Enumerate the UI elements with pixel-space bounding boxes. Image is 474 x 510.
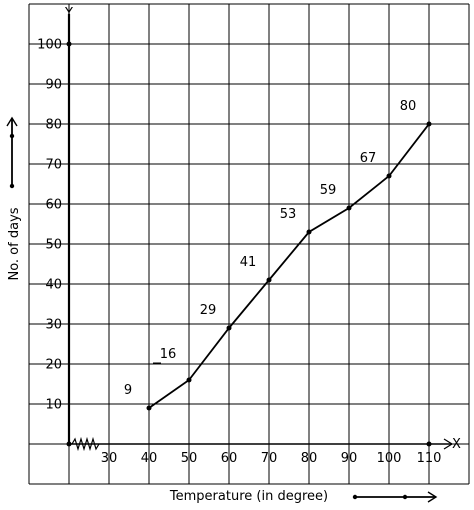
data-label: 16 <box>160 347 177 362</box>
x-tick-label: 60 <box>221 451 238 466</box>
x-tick-label: 90 <box>341 451 358 466</box>
x-tick-label: 50 <box>181 451 198 466</box>
y-tick-label: 90 <box>45 78 62 93</box>
data-point <box>186 377 192 383</box>
x-direction-dot <box>402 494 408 500</box>
data-point <box>346 205 352 211</box>
x-axis-letter: X <box>452 437 461 452</box>
y-direction-dot <box>9 183 15 189</box>
tick-labels: 10 20 30 40 50 60 70 80 90 100 30 40 50 60 70 80 90 100 11… <box>37 38 441 467</box>
data-point <box>426 121 432 127</box>
axes <box>62 14 454 452</box>
y-tick-label: 10 <box>45 398 62 413</box>
data-point <box>146 405 152 411</box>
y-tick-label: 40 <box>45 278 62 293</box>
y-tick-label: 50 <box>45 238 62 253</box>
x-axis-title: Temperature (in degree) <box>169 489 328 504</box>
x-direction-arrowhead <box>427 491 438 503</box>
y-tick-label: 60 <box>45 198 62 213</box>
y-tick-label: 70 <box>45 158 62 173</box>
data-point <box>266 277 272 283</box>
y-axis-title: No. of days <box>7 207 22 280</box>
direction-arrows <box>6 116 438 503</box>
x-axis-break-zigzag <box>71 436 100 452</box>
x-tick-label: 70 <box>261 451 278 466</box>
y-tick-label: 100 <box>37 38 62 53</box>
y-tick-label: 80 <box>45 118 62 133</box>
x-tick-label: 110 <box>417 451 442 466</box>
data-labels: 9 16 29 41 53 59 67 80 <box>124 99 416 398</box>
series <box>146 121 432 411</box>
origin-dot <box>66 441 72 447</box>
y-direction-dot <box>9 133 15 139</box>
data-label: 67 <box>360 151 377 166</box>
data-point <box>386 173 392 179</box>
y-direction-arrowhead <box>6 116 18 127</box>
data-point <box>306 229 312 235</box>
y-tick-label: 20 <box>45 358 62 373</box>
x-axis-end-dot <box>426 441 432 447</box>
axis-titles: Temperature (in degree) No. of days X Y <box>7 6 461 504</box>
y-axis-letter: Y <box>64 6 73 21</box>
x-tick-label: 30 <box>101 451 118 466</box>
x-tick-label: 100 <box>377 451 402 466</box>
x-axis-arrowhead <box>443 438 454 450</box>
x-direction-dot <box>352 494 358 500</box>
grid <box>28 3 470 485</box>
data-label: 41 <box>240 255 257 270</box>
data-point <box>226 325 232 331</box>
data-label: 9 <box>124 383 132 398</box>
data-label: 53 <box>280 207 297 222</box>
x-tick-label: 80 <box>301 451 318 466</box>
data-label: 80 <box>400 99 417 114</box>
y-tick-label: 30 <box>45 318 62 333</box>
data-label: 29 <box>200 303 217 318</box>
series-line <box>148 123 430 409</box>
data-label: 59 <box>320 183 337 198</box>
x-tick-label: 40 <box>141 451 158 466</box>
